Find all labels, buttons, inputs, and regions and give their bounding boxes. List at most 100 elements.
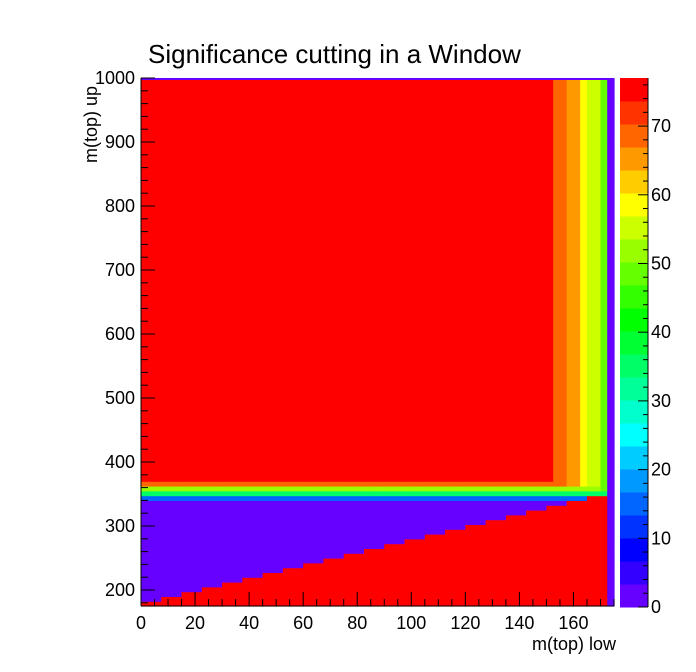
heatmap-cell — [269, 476, 277, 482]
heatmap-cell — [228, 370, 237, 377]
heatmap-cell — [391, 534, 399, 540]
heatmap-cell — [262, 361, 270, 367]
heatmap-cell — [431, 337, 439, 343]
heatmap-cell — [201, 318, 210, 324]
heatmap-cell — [161, 97, 169, 103]
heatmap-cell — [208, 154, 216, 161]
heatmap-cell — [147, 404, 156, 410]
heatmap-cell — [228, 447, 237, 453]
heatmap-cell — [242, 409, 250, 415]
heatmap-cell — [377, 572, 385, 578]
heatmap-cell — [269, 390, 277, 396]
heatmap-cell — [276, 116, 284, 122]
heatmap-cell — [350, 241, 358, 247]
heatmap-cell — [262, 414, 270, 420]
heatmap-cell — [391, 423, 399, 429]
heatmap-cell — [147, 193, 156, 199]
heatmap-cell — [363, 409, 372, 415]
heatmap-cell — [269, 226, 277, 233]
heatmap-cell — [431, 126, 439, 132]
heatmap-cell — [303, 543, 311, 549]
heatmap-cell — [201, 202, 210, 209]
heatmap-cell — [384, 351, 392, 357]
heatmap-cell — [418, 601, 426, 607]
heatmap-cell — [418, 466, 426, 473]
heatmap-cell — [343, 351, 352, 357]
heatmap-cell — [411, 308, 419, 314]
heatmap-cell — [282, 202, 291, 209]
heatmap-cell — [222, 572, 230, 578]
heatmap-cell — [222, 274, 230, 281]
heatmap-cell — [222, 78, 230, 84]
heatmap-cell — [289, 313, 298, 319]
heatmap-cell — [330, 260, 338, 266]
heatmap-cell — [343, 457, 352, 463]
heatmap-cell — [370, 524, 379, 530]
heatmap-cell — [201, 385, 210, 391]
heatmap-cell — [316, 318, 325, 324]
heatmap-cell — [147, 596, 156, 602]
heatmap-cell — [147, 356, 156, 362]
heatmap-cell — [289, 399, 298, 405]
heatmap-cell — [228, 548, 237, 554]
heatmap-cell — [201, 514, 210, 521]
heatmap-cell — [262, 500, 270, 506]
heatmap-cell — [384, 159, 392, 165]
heatmap-cell — [363, 150, 372, 156]
heatmap-cell — [154, 270, 162, 276]
heatmap-cell — [445, 577, 453, 583]
heatmap-cell — [363, 414, 372, 420]
heatmap-cell — [228, 260, 237, 266]
heatmap-cell — [188, 250, 196, 257]
heatmap-cell — [431, 246, 439, 252]
heatmap-cell — [249, 250, 257, 257]
heatmap-cell — [242, 380, 250, 386]
heatmap-cell — [174, 178, 183, 185]
heatmap-cell — [343, 577, 352, 583]
heatmap-cell — [181, 438, 189, 444]
heatmap-cell — [222, 106, 230, 113]
heatmap-cell — [181, 543, 189, 549]
heatmap-cell — [242, 318, 250, 324]
heatmap-cell — [141, 466, 149, 473]
heatmap-cell — [242, 586, 250, 593]
heatmap-cell — [309, 553, 318, 559]
heatmap-cell — [201, 366, 210, 372]
heatmap-cell — [289, 385, 298, 391]
heatmap-cell — [438, 380, 446, 386]
heatmap-cell — [262, 222, 270, 228]
heatmap-cell — [411, 337, 419, 343]
heatmap-cell — [316, 361, 325, 367]
heatmap-cell — [147, 481, 156, 487]
heatmap-cell — [235, 121, 243, 127]
heatmap-cell — [289, 404, 298, 410]
heatmap-cell — [269, 164, 277, 170]
heatmap-cell — [370, 255, 379, 261]
heatmap-cell — [168, 164, 176, 170]
heatmap-cell — [431, 495, 439, 501]
heatmap-cell — [350, 514, 358, 521]
heatmap-cell — [181, 274, 189, 281]
heatmap-cell — [188, 279, 196, 285]
heatmap-cell — [384, 135, 392, 141]
heatmap-cell — [181, 82, 189, 89]
heatmap-cell — [424, 562, 433, 569]
heatmap-cell — [269, 279, 277, 285]
heatmap-cell — [255, 428, 264, 434]
heatmap-cell — [282, 510, 291, 516]
heatmap-cell — [309, 490, 318, 497]
heatmap-cell — [154, 514, 162, 521]
heatmap-cell — [282, 145, 291, 151]
heatmap-cell — [154, 418, 162, 425]
heatmap-cell — [154, 375, 162, 381]
heatmap-cell — [289, 169, 298, 175]
heatmap-cell — [336, 490, 345, 497]
heatmap-cell — [188, 308, 196, 314]
heatmap-cell — [438, 385, 446, 391]
heatmap-cell — [222, 294, 230, 300]
heatmap-cell — [242, 193, 250, 199]
heatmap-cell — [282, 577, 291, 583]
heatmap-cell — [418, 471, 426, 477]
heatmap-cell — [350, 500, 358, 506]
heatmap-cell — [350, 279, 358, 285]
